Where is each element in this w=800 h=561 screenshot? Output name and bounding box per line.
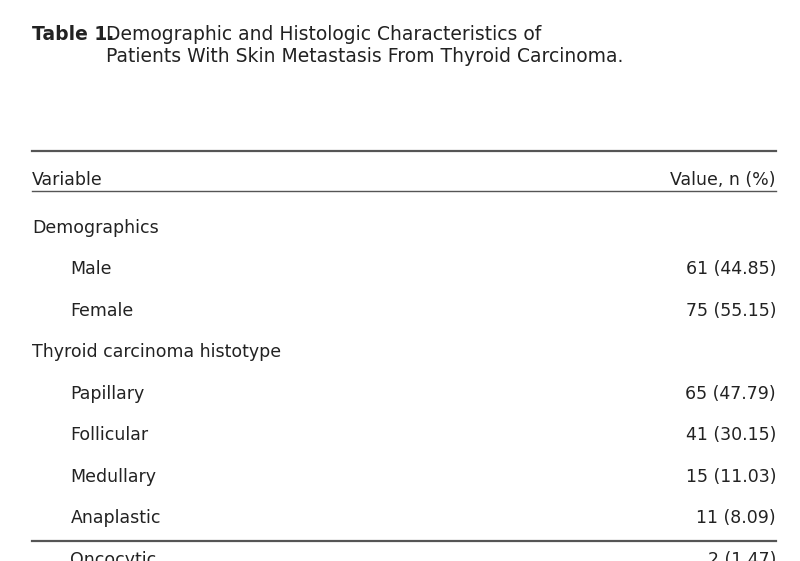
Text: Follicular: Follicular (70, 426, 149, 444)
Text: 61 (44.85): 61 (44.85) (686, 260, 776, 278)
Text: Demographic and Histologic Characteristics of
Patients With Skin Metastasis From: Demographic and Histologic Characteristi… (106, 25, 623, 66)
Text: 41 (30.15): 41 (30.15) (686, 426, 776, 444)
Text: Value, n (%): Value, n (%) (670, 171, 776, 189)
Text: Medullary: Medullary (70, 468, 156, 486)
Text: 2 (1.47): 2 (1.47) (708, 551, 776, 561)
Text: Demographics: Demographics (32, 219, 158, 237)
Text: Thyroid carcinoma histotype: Thyroid carcinoma histotype (32, 343, 281, 361)
Text: Papillary: Papillary (70, 385, 145, 403)
Text: Male: Male (70, 260, 112, 278)
Text: 75 (55.15): 75 (55.15) (686, 302, 776, 320)
Text: Oncocytic: Oncocytic (70, 551, 157, 561)
Text: Variable: Variable (32, 171, 102, 189)
Text: 15 (11.03): 15 (11.03) (686, 468, 776, 486)
Text: 11 (8.09): 11 (8.09) (696, 509, 776, 527)
Text: Anaplastic: Anaplastic (70, 509, 161, 527)
Text: Female: Female (70, 302, 134, 320)
Text: 65 (47.79): 65 (47.79) (686, 385, 776, 403)
Text: Table 1.: Table 1. (32, 25, 114, 44)
